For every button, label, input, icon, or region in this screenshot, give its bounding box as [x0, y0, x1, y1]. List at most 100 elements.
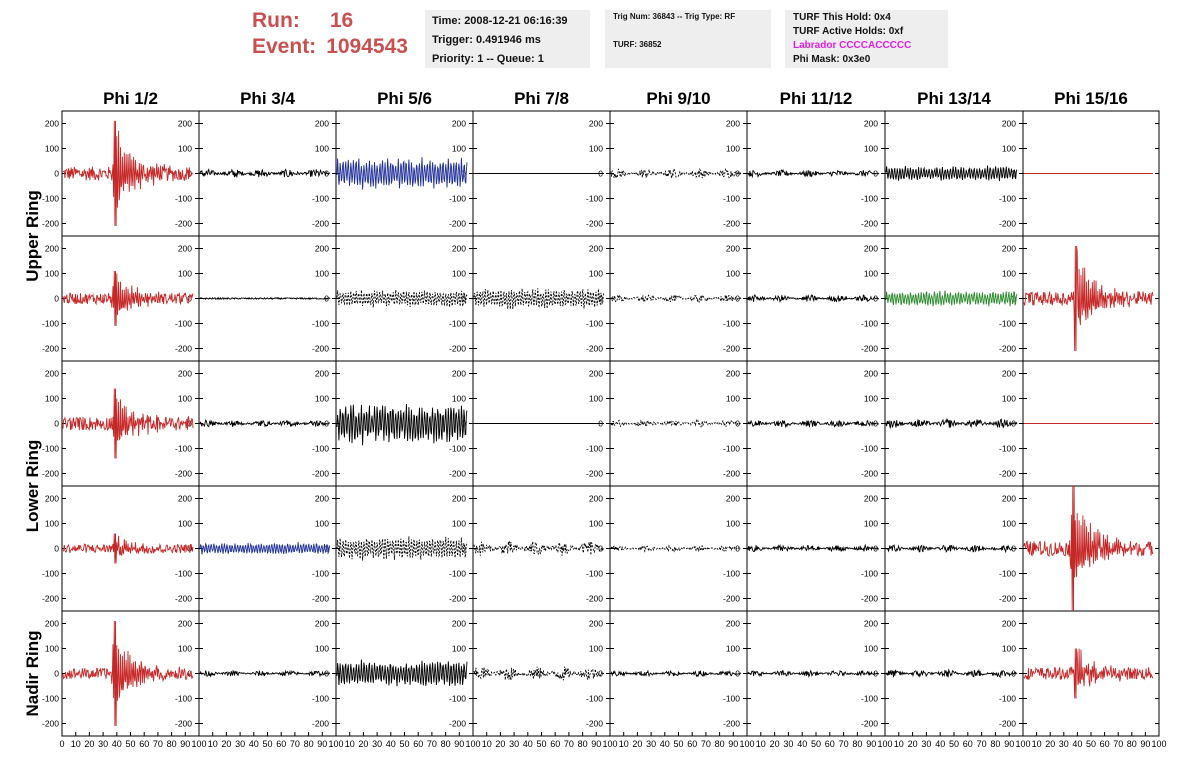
run-event-block: Run: 16 Event: 1094543 [252, 8, 408, 60]
column-title: Phi 3/4 [240, 89, 295, 108]
y-tick-label: 200 [45, 494, 59, 504]
waveform-trace [473, 288, 605, 310]
x-tick-label: 100 [1015, 739, 1030, 749]
y-tick-label: 200 [589, 369, 603, 379]
y-tick-label: -100 [861, 569, 878, 579]
x-tick-label: 50 [811, 739, 821, 749]
x-tick-label: 60 [1100, 739, 1110, 749]
run-label: Run: [252, 9, 300, 32]
y-tick-label: -200 [723, 594, 740, 604]
y-tick-label: 200 [864, 494, 878, 504]
x-tick-label: 10 [1032, 739, 1042, 749]
x-tick-label: 40 [249, 739, 259, 749]
column-title: Phi 11/12 [780, 89, 853, 108]
y-tick-label: -200 [586, 219, 603, 229]
y-tick-label: 100 [589, 144, 603, 154]
run-value: 16 [329, 9, 354, 32]
y-tick-label: 100 [726, 644, 740, 654]
y-tick-label: -100 [312, 694, 329, 704]
y-tick-label: 200 [315, 619, 329, 629]
x-tick-label: 20 [632, 739, 642, 749]
y-tick-label: 100 [315, 269, 329, 279]
y-tick-label: 100 [589, 644, 603, 654]
column-title: Phi 15/16 [1054, 89, 1128, 108]
y-tick-label: 200 [315, 244, 329, 254]
panel-frame [609, 110, 748, 237]
y-tick-label: 100 [726, 269, 740, 279]
x-tick-label: 50 [949, 739, 959, 749]
y-tick-label: 200 [1002, 619, 1016, 629]
y-tick-label: -100 [861, 444, 878, 454]
x-tick-label: 90 [1004, 739, 1014, 749]
y-tick-label: 200 [864, 244, 878, 254]
x-tick-label: 50 [536, 739, 546, 749]
y-tick-label: -100 [861, 319, 878, 329]
y-tick-label: 100 [315, 394, 329, 404]
y-tick-label: -100 [449, 444, 466, 454]
y-tick-label: -100 [586, 194, 603, 204]
x-tick-label: 40 [386, 739, 396, 749]
x-tick-label: 90 [317, 739, 327, 749]
y-tick-label: -100 [586, 444, 603, 454]
x-tick-label: 80 [715, 739, 725, 749]
y-tick-label: 200 [726, 619, 740, 629]
y-tick-label: -100 [175, 694, 192, 704]
x-tick-label: 40 [660, 739, 670, 749]
waveform-trace [886, 544, 1017, 554]
y-tick-label: -200 [449, 219, 466, 229]
y-tick-label: -200 [312, 594, 329, 604]
y-tick-label: 200 [726, 119, 740, 129]
y-tick-label: -100 [312, 319, 329, 329]
y-tick-label: -100 [449, 319, 466, 329]
event-value: 1094543 [326, 35, 408, 58]
x-tick-label: 20 [358, 739, 368, 749]
waveform-trace [610, 669, 742, 678]
y-tick-label: 0 [598, 294, 603, 304]
x-tick-label: 90 [728, 739, 738, 749]
x-tick-label: 60 [825, 739, 835, 749]
y-tick-label: -200 [999, 719, 1016, 729]
y-tick-label: 100 [864, 269, 878, 279]
time-info-box: Time: 2008-12-21 06:16:39 Trigger: 0.491… [425, 10, 590, 68]
waveform-trace [610, 167, 742, 179]
y-tick-label: -200 [175, 219, 192, 229]
x-tick-label: 90 [454, 739, 464, 749]
y-tick-label: 100 [589, 269, 603, 279]
turf-active-text: TURF Active Holds: 0xf [793, 26, 904, 37]
y-tick-label: -200 [175, 594, 192, 604]
y-tick-label: 200 [45, 619, 59, 629]
y-tick-label: 0 [598, 544, 603, 554]
y-tick-label: -200 [999, 344, 1016, 354]
y-tick-label: 100 [864, 394, 878, 404]
y-tick-label: -200 [999, 594, 1016, 604]
y-tick-label: -200 [586, 344, 603, 354]
y-tick-label: 100 [1002, 519, 1016, 529]
y-tick-label: -200 [42, 344, 59, 354]
x-tick-label: 70 [1113, 739, 1123, 749]
y-tick-label: 100 [1002, 144, 1016, 154]
phi-mask-text: Phi Mask: 0x3e0 [793, 54, 871, 65]
priority-text: Priority: 1 -- Queue: 1 [432, 53, 544, 65]
column-title: Phi 7/8 [514, 89, 569, 108]
x-tick-label: 90 [591, 739, 601, 749]
y-tick-label: -200 [175, 719, 192, 729]
x-tick-label: 70 [839, 739, 849, 749]
y-tick-label: -200 [861, 344, 878, 354]
x-tick-label: 30 [509, 739, 519, 749]
y-tick-label: -200 [999, 219, 1016, 229]
y-tick-label: 0 [54, 544, 59, 554]
y-tick-label: 100 [178, 269, 192, 279]
y-tick-label: 200 [315, 494, 329, 504]
y-tick-label: 200 [1002, 119, 1016, 129]
y-tick-label: -100 [449, 569, 466, 579]
x-tick-label: 100 [1151, 739, 1166, 749]
y-tick-label: 100 [864, 144, 878, 154]
y-tick-label: 200 [1002, 369, 1016, 379]
waveform-trace [747, 168, 880, 179]
x-tick-label: 90 [180, 739, 190, 749]
y-tick-label: -200 [312, 719, 329, 729]
y-tick-label: 100 [45, 144, 59, 154]
y-tick-label: 0 [54, 419, 59, 429]
waveform-trace [62, 533, 194, 564]
